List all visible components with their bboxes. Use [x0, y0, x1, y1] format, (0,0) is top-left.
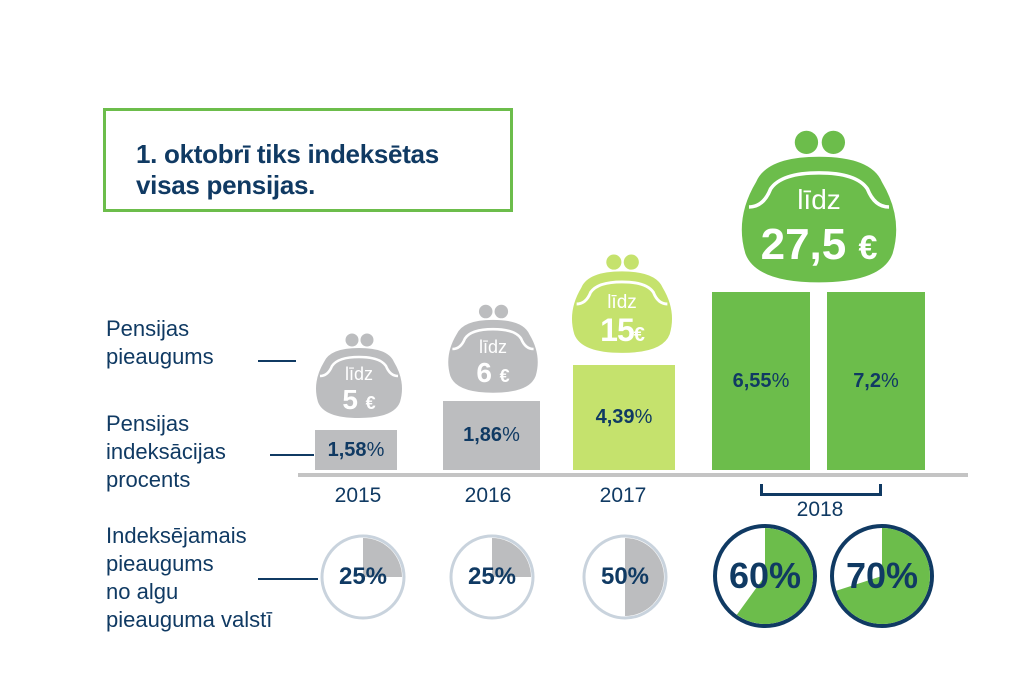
percent-sign: %: [881, 369, 899, 392]
year-bracket-2018: [760, 484, 882, 496]
purse-prefix: līdz: [607, 292, 637, 313]
euro-icon: €: [858, 229, 878, 267]
label-line: no algu: [106, 579, 179, 604]
euro-icon: €: [633, 324, 645, 346]
purse-icon-2018: līdz 27,5 €: [728, 128, 910, 286]
euro-icon: €: [499, 366, 510, 386]
pie-label: 25%: [467, 563, 517, 590]
pie-2018-b: 70%: [828, 522, 936, 630]
amount-value: 15: [600, 312, 635, 348]
title-box: 1. oktobrī tiks indeksētas visas pensija…: [103, 108, 513, 212]
leader-line-wage: [258, 578, 318, 580]
purse-prefix: līdz: [797, 184, 841, 215]
percent-sign: %: [502, 424, 520, 446]
label-line: pieaugums: [106, 344, 214, 369]
label-line: Pensijas: [106, 316, 190, 341]
year-label-2015: 2015: [334, 484, 382, 507]
purse-amount: 15€: [565, 312, 679, 349]
pie-label: 70%: [845, 555, 919, 596]
percent-sign: %: [634, 406, 653, 428]
label-line: Pensijas: [106, 411, 190, 436]
percent-sign: %: [771, 369, 790, 392]
bar-value: 4,39: [595, 406, 635, 428]
page-title: 1. oktobrī tiks indeksētas visas pensija…: [136, 139, 439, 201]
purse-prefix: līdz: [478, 337, 507, 357]
title-line-1: 1. oktobrī tiks indeksētas: [136, 139, 439, 169]
pie-2017: 50%: [581, 533, 669, 621]
purse-amount: 6 €: [442, 357, 544, 389]
amount-value: 5: [342, 384, 358, 415]
euro-icon: €: [365, 393, 376, 413]
title-line-2: visas pensijas.: [136, 170, 316, 200]
pie-label: 60%: [728, 555, 802, 596]
bar-value: 1,86: [463, 424, 503, 446]
purse-icon-2017: līdz 15€: [565, 252, 679, 356]
purse-prefix: līdz: [344, 364, 373, 384]
x-axis-line: [298, 473, 968, 477]
label-line: pieaugums: [106, 551, 214, 576]
purse-amount: 5 €: [310, 384, 408, 416]
bar-2015: 1,58%: [315, 430, 397, 470]
pie-2016: 25%: [448, 533, 536, 621]
bar-value: 1,58: [327, 438, 367, 461]
year-label-2017: 2017: [599, 484, 647, 507]
purse-amount: 27,5 €: [728, 220, 910, 270]
purse-icon-2016: līdz 6 €: [442, 303, 544, 395]
year-label-2018: 2018: [796, 498, 844, 521]
bar-2018-a: 6,55%: [712, 292, 810, 470]
percent-sign: %: [366, 438, 385, 461]
leader-line-index: [270, 454, 314, 456]
label-wage-share: Indeksējamais pieaugums no algu pieaugum…: [106, 522, 272, 634]
pie-2018-a: 60%: [711, 522, 819, 630]
label-indexation-percent: Pensijas indeksācijas procents: [106, 410, 226, 494]
bar-2018-b: 7,2%: [827, 292, 925, 470]
pie-2015: 25%: [319, 533, 407, 621]
bar-value: 7,2: [853, 369, 881, 392]
pie-label: 25%: [338, 563, 388, 590]
bar-2017: 4,39%: [573, 365, 675, 470]
bar-2016: 1,86%: [443, 401, 540, 470]
amount-value: 6: [476, 357, 492, 388]
label-line: pieauguma valstī: [106, 607, 273, 632]
bar-value: 6,55: [732, 369, 772, 392]
leader-line-growth: [258, 360, 296, 362]
pie-label: 50%: [600, 563, 650, 590]
label-pension-growth: Pensijas pieaugums: [106, 315, 214, 371]
purse-icon-2015: līdz 5 €: [310, 332, 408, 420]
label-line: procents: [106, 467, 191, 492]
label-line: indeksācijas: [106, 439, 226, 464]
label-line: Indeksējamais: [106, 523, 247, 548]
year-label-2016: 2016: [464, 484, 512, 507]
amount-value: 27,5: [760, 220, 847, 269]
